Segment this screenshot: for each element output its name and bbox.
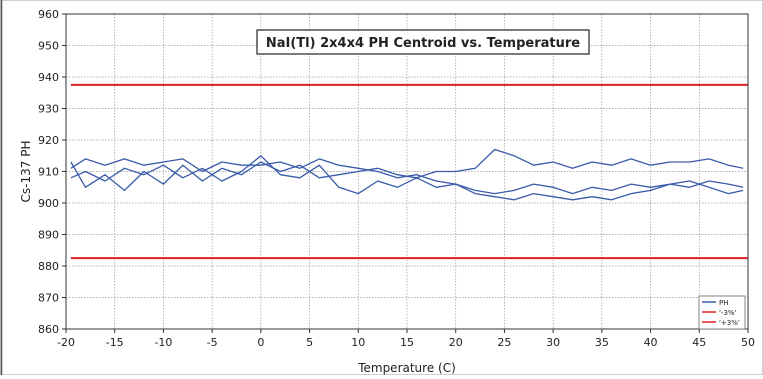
x-tick-label: -5 (207, 336, 218, 349)
y-tick-label: 920 (38, 134, 59, 147)
series-group (70, 83, 748, 260)
x-tick-label: 5 (306, 336, 313, 349)
ph-line (70, 158, 744, 195)
series-ph (70, 148, 744, 201)
y-tick-label: 890 (38, 229, 59, 242)
plot-border (65, 13, 749, 330)
x-tick-label: 15 (400, 336, 414, 349)
y-tick-label: 940 (38, 71, 59, 84)
y-tick-label: 950 (38, 40, 59, 53)
y-tick-label: 860 (38, 323, 59, 336)
legend: PH '-3%' '+3%' (698, 295, 746, 330)
y-axis-label: Cs-137 PH (19, 141, 33, 203)
y-tick-label: 900 (38, 197, 59, 210)
legend-entry: '+3%' (719, 319, 740, 327)
x-tick-label: 50 (741, 336, 755, 349)
x-tick-label: 35 (595, 336, 609, 349)
ph-line (70, 155, 744, 201)
x-tick-label: 45 (692, 336, 706, 349)
y-tick-label: 880 (38, 260, 59, 273)
x-tick-label: 30 (546, 336, 560, 349)
x-tick-label: 0 (257, 336, 264, 349)
x-tick-label: 10 (351, 336, 365, 349)
x-tick-label: 25 (497, 336, 511, 349)
x-axis-label: Temperature (C) (357, 361, 456, 375)
x-tick-label: 40 (644, 336, 658, 349)
y-tick-label: 930 (38, 103, 59, 116)
legend-entry: '-3%' (719, 309, 737, 317)
chart-title-box: NaI(Tl) 2x4x4 PH Centroid vs. Temperatur… (256, 29, 590, 55)
y-tick-label: 960 (38, 8, 59, 21)
y-tick-label: 870 (38, 292, 59, 305)
x-tick-label: 20 (449, 336, 463, 349)
chart-title: NaI(Tl) 2x4x4 PH Centroid vs. Temperatur… (266, 36, 580, 51)
x-tick-label: -20 (57, 336, 75, 349)
title-frame (256, 29, 590, 55)
y-tick-label: 910 (38, 166, 59, 179)
x-tick-label: -10 (154, 336, 172, 349)
legend-entry: PH (719, 299, 729, 307)
x-tick-label: -15 (106, 336, 124, 349)
